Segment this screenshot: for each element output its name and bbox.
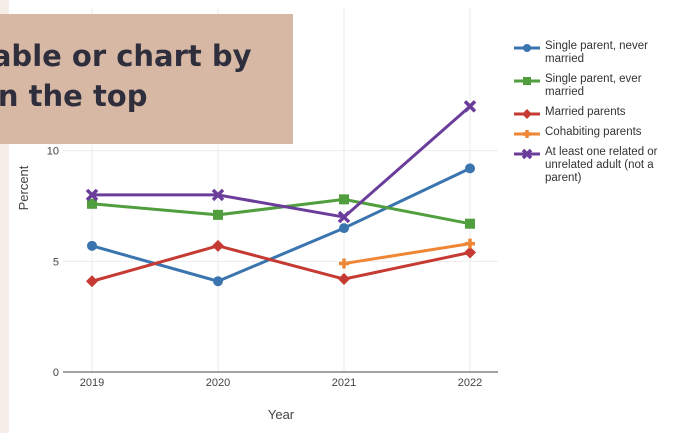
x-tick-label: 2020 xyxy=(206,377,230,389)
data-point xyxy=(339,194,349,205)
data-point xyxy=(338,273,350,286)
x-tick-label: 2022 xyxy=(458,377,482,389)
data-point xyxy=(521,148,533,160)
legend-swatch xyxy=(514,109,540,119)
data-point xyxy=(87,240,97,251)
legend-item: Married parents xyxy=(512,106,692,119)
x-tick-label: 2019 xyxy=(80,377,104,389)
data-point xyxy=(463,100,477,113)
data-point xyxy=(213,276,223,287)
y-tick-label: 0 xyxy=(53,367,59,379)
data-point xyxy=(339,258,349,269)
data-point xyxy=(523,130,531,138)
legend-label: Married parents xyxy=(545,106,626,118)
axes: 0 5 10 2019 2020 2021 2022 xyxy=(47,146,498,389)
data-point xyxy=(523,77,531,85)
series-line xyxy=(92,105,471,219)
legend-item: Single parent, ever married xyxy=(512,73,692,99)
data-point xyxy=(465,238,475,249)
data-point xyxy=(86,275,98,288)
data-point xyxy=(87,198,97,209)
data-point xyxy=(339,223,349,234)
series-line xyxy=(91,244,471,283)
legend-label: Cohabiting parents xyxy=(545,126,642,138)
legend-item: Cohabiting parents xyxy=(512,126,692,139)
legend-label: Single parent, never married xyxy=(545,40,648,65)
data-point xyxy=(465,218,475,229)
legend-label: Single parent, ever married xyxy=(545,73,642,98)
y-tick-label: 10 xyxy=(47,146,59,158)
data-point xyxy=(211,188,225,202)
legend-swatch xyxy=(514,148,540,160)
caption-line-1: table or chart by xyxy=(0,39,252,73)
page-edge-strip xyxy=(0,0,9,433)
data-point xyxy=(523,44,531,52)
data-point xyxy=(465,163,475,174)
series-3 xyxy=(86,239,476,288)
legend-item: At least one related or unrelated adult … xyxy=(512,146,692,185)
data-point xyxy=(464,246,476,259)
legend-swatch xyxy=(514,130,540,138)
legend-swatch xyxy=(514,77,540,85)
caption-overlay: table or chart by on the top xyxy=(0,14,293,144)
y-tick-label: 5 xyxy=(53,256,59,268)
data-point xyxy=(212,239,224,252)
data-point xyxy=(213,209,223,220)
x-axis-label: Year xyxy=(268,407,295,422)
legend-swatch xyxy=(514,44,540,52)
y-axis-label: Percent xyxy=(16,165,31,210)
x-tick-label: 2021 xyxy=(332,377,356,389)
series-4 xyxy=(339,238,475,269)
legend-label: At least one related or unrelated adult … xyxy=(545,146,658,184)
data-point xyxy=(337,210,351,224)
legend-item: Single parent, never married xyxy=(512,40,692,66)
caption-line-2: on the top xyxy=(0,79,148,113)
chart-legend: Single parent, never married Single paren… xyxy=(512,40,692,192)
series-line xyxy=(343,242,471,266)
series-2 xyxy=(87,194,475,229)
data-point xyxy=(85,188,99,202)
series-line xyxy=(91,197,471,226)
data-point xyxy=(522,109,532,119)
series-5 xyxy=(85,100,477,224)
series-lines xyxy=(85,100,477,288)
